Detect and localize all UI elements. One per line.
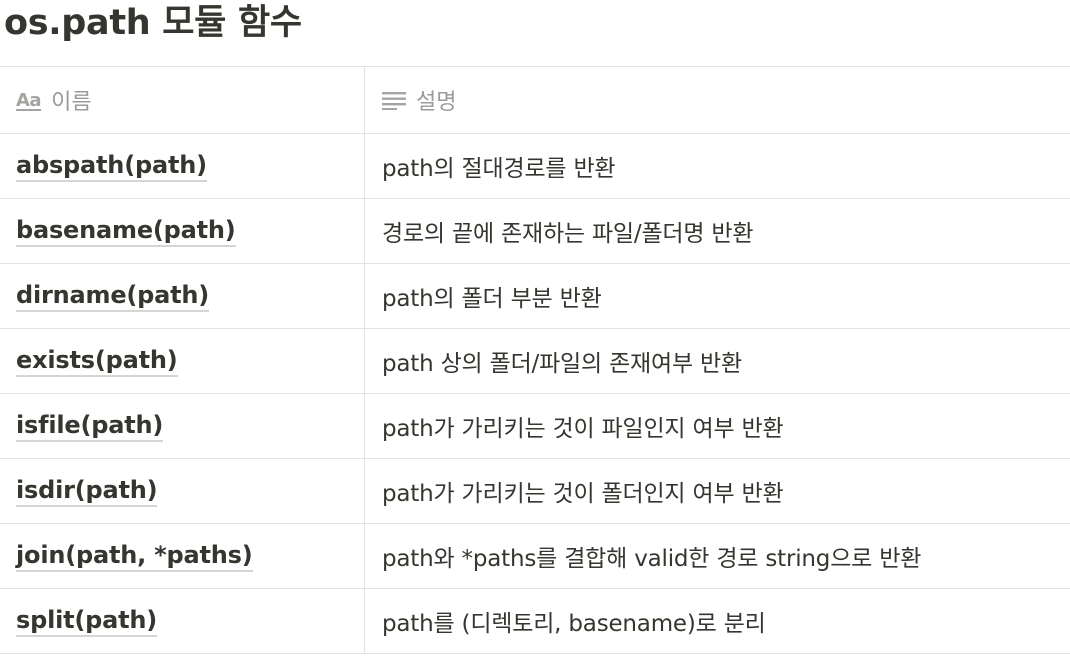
- description-cell[interactable]: path를 (디렉토리, basename)로 분리: [365, 589, 1070, 653]
- table-row[interactable]: dirname(path) path의 폴더 부분 반환: [0, 264, 1070, 329]
- description-text: path와 *paths를 결합해 valid한 경로 string으로 반환: [382, 546, 922, 572]
- table-row[interactable]: isdir(path) path가 가리키는 것이 폴더인지 여부 반환: [0, 459, 1070, 524]
- table-row[interactable]: abspath(path) path의 절대경로를 반환: [0, 134, 1070, 199]
- lines-text-icon: [382, 90, 406, 110]
- description-text: path 상의 폴더/파일의 존재여부 반환: [382, 351, 742, 377]
- column-header-description[interactable]: 설명: [365, 67, 1070, 133]
- table-row[interactable]: basename(path) 경로의 끝에 존재하는 파일/폴더명 반환: [0, 199, 1070, 264]
- description-cell[interactable]: 경로의 끝에 존재하는 파일/폴더명 반환: [365, 199, 1070, 263]
- function-name-link[interactable]: isdir(path): [16, 475, 158, 507]
- description-cell[interactable]: path 상의 폴더/파일의 존재여부 반환: [365, 329, 1070, 393]
- function-name-link[interactable]: split(path): [16, 605, 157, 637]
- description-cell[interactable]: path가 가리키는 것이 폴더인지 여부 반환: [365, 459, 1070, 523]
- table-row[interactable]: isfile(path) path가 가리키는 것이 파일인지 여부 반환: [0, 394, 1070, 459]
- description-text: 경로의 끝에 존재하는 파일/폴더명 반환: [382, 221, 754, 247]
- column-header-label: 설명: [416, 90, 457, 115]
- function-name-link[interactable]: dirname(path): [16, 280, 209, 312]
- description-cell[interactable]: path가 가리키는 것이 파일인지 여부 반환: [365, 394, 1070, 458]
- description-text: path의 절대경로를 반환: [382, 156, 616, 182]
- name-cell[interactable]: split(path): [0, 589, 365, 653]
- description-text: path의 폴더 부분 반환: [382, 286, 602, 312]
- page-title: os.path 모듈 함수: [4, 3, 302, 43]
- text-aa-icon: Aa: [16, 89, 42, 111]
- function-name-link[interactable]: exists(path): [16, 345, 178, 377]
- name-cell[interactable]: abspath(path): [0, 134, 365, 198]
- name-cell[interactable]: isdir(path): [0, 459, 365, 523]
- table-row[interactable]: split(path) path를 (디렉토리, basename)로 분리: [0, 589, 1070, 654]
- function-name-link[interactable]: join(path, *paths): [16, 540, 253, 572]
- name-cell[interactable]: basename(path): [0, 199, 365, 263]
- functions-table: Aa 이름 설명 abspath(path) path의 절대경로를 반환 ba: [0, 66, 1070, 654]
- function-name-link[interactable]: abspath(path): [16, 150, 207, 182]
- description-cell[interactable]: path의 절대경로를 반환: [365, 134, 1070, 198]
- name-cell[interactable]: isfile(path): [0, 394, 365, 458]
- column-header-label: 이름: [51, 90, 92, 115]
- description-cell[interactable]: path의 폴더 부분 반환: [365, 264, 1070, 328]
- name-cell[interactable]: join(path, *paths): [0, 524, 365, 588]
- table-row[interactable]: exists(path) path 상의 폴더/파일의 존재여부 반환: [0, 329, 1070, 394]
- description-cell[interactable]: path와 *paths를 결합해 valid한 경로 string으로 반환: [365, 524, 1070, 588]
- table-header-row: Aa 이름 설명: [0, 67, 1070, 134]
- description-text: path를 (디렉토리, basename)로 분리: [382, 611, 766, 637]
- function-name-link[interactable]: basename(path): [16, 215, 236, 247]
- description-text: path가 가리키는 것이 파일인지 여부 반환: [382, 416, 784, 442]
- name-cell[interactable]: dirname(path): [0, 264, 365, 328]
- description-text: path가 가리키는 것이 폴더인지 여부 반환: [382, 481, 784, 507]
- function-name-link[interactable]: isfile(path): [16, 410, 163, 442]
- column-header-name[interactable]: Aa 이름: [0, 67, 365, 133]
- table-row[interactable]: join(path, *paths) path와 *paths를 결합해 val…: [0, 524, 1070, 589]
- name-cell[interactable]: exists(path): [0, 329, 365, 393]
